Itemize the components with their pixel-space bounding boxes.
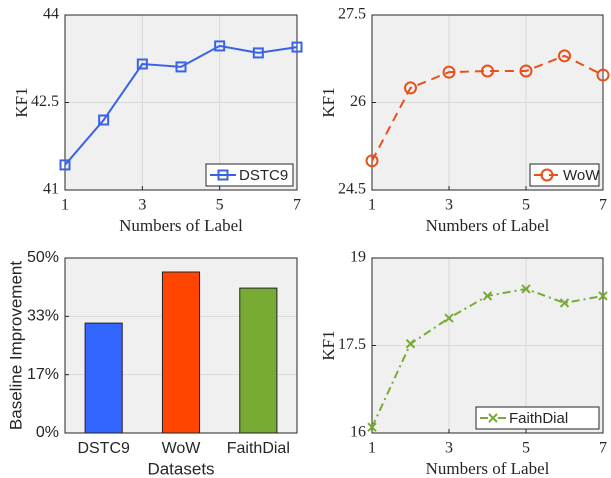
marker bbox=[291, 41, 303, 53]
x-tick-label: 7 bbox=[599, 197, 607, 214]
x-axis-label: Numbers of Label bbox=[426, 216, 550, 235]
x-tick-label: 5 bbox=[216, 197, 224, 214]
marker bbox=[596, 68, 610, 82]
x-tick-label: 5 bbox=[522, 440, 530, 457]
x-tick-label: 1 bbox=[368, 440, 376, 457]
marker bbox=[136, 58, 148, 70]
x-tick-label: 5 bbox=[522, 197, 530, 214]
marker bbox=[521, 284, 531, 294]
plot-frame bbox=[371, 257, 604, 434]
marker bbox=[59, 159, 71, 171]
bar bbox=[161, 271, 201, 434]
plot-frame bbox=[64, 14, 298, 191]
y-tick-label: 16 bbox=[350, 424, 366, 441]
marker bbox=[367, 422, 377, 432]
x-tick-label: 7 bbox=[599, 440, 607, 457]
y-tick-label: 0% bbox=[36, 424, 59, 441]
legend-box bbox=[475, 406, 600, 430]
y-tick-label: 19 bbox=[350, 249, 366, 266]
y-axis-label: KF1 bbox=[12, 87, 31, 117]
y-tick-label: 24.5 bbox=[338, 181, 366, 198]
marker bbox=[98, 114, 110, 126]
legend-label: WoW bbox=[563, 167, 600, 184]
y-axis-label: Baseline Improvement bbox=[6, 261, 25, 430]
x-tick-label: DSTC9 bbox=[77, 440, 130, 457]
x-tick-label: FaithDial bbox=[227, 440, 290, 457]
legend-marker bbox=[217, 169, 229, 181]
marker bbox=[252, 47, 264, 59]
marker bbox=[405, 339, 416, 349]
marker bbox=[519, 64, 533, 78]
y-tick-label: 17.5 bbox=[338, 336, 366, 353]
marker bbox=[404, 81, 417, 95]
x-tick-label: 7 bbox=[293, 197, 301, 214]
marker bbox=[559, 298, 570, 308]
x-tick-label: 1 bbox=[368, 197, 376, 214]
legend-label: FaithDial bbox=[509, 410, 568, 427]
marker bbox=[365, 154, 379, 168]
marker bbox=[598, 291, 608, 301]
y-tick-label: 26 bbox=[350, 93, 366, 110]
plot-frame bbox=[371, 14, 604, 191]
line bbox=[64, 44, 298, 166]
line bbox=[371, 54, 604, 162]
legend-marker bbox=[540, 168, 554, 182]
x-axis-label: Datasets bbox=[147, 459, 214, 478]
legend-marker bbox=[488, 413, 498, 423]
bar bbox=[239, 287, 278, 434]
bar bbox=[84, 322, 123, 434]
marker bbox=[442, 65, 456, 79]
y-tick-label: 41 bbox=[43, 181, 59, 198]
y-tick-label: 50% bbox=[27, 249, 59, 266]
y-tick-label: 17% bbox=[27, 366, 59, 383]
y-tick-label: 27.5 bbox=[338, 6, 366, 23]
y-tick-label: 42.5 bbox=[31, 93, 59, 110]
marker bbox=[482, 291, 493, 301]
x-tick-label: 3 bbox=[445, 440, 453, 457]
x-axis-label: Numbers of Label bbox=[119, 216, 243, 235]
x-tick-label: WoW bbox=[162, 440, 202, 457]
marker bbox=[175, 61, 187, 73]
x-tick-label: 3 bbox=[445, 197, 453, 214]
x-tick-label: 3 bbox=[138, 197, 146, 214]
x-axis-label: Numbers of Label bbox=[426, 459, 550, 478]
x-tick-label: 1 bbox=[61, 197, 69, 214]
marker bbox=[444, 313, 454, 323]
y-axis-label: KF1 bbox=[319, 87, 338, 117]
y-tick-label: 33% bbox=[27, 308, 59, 325]
marker bbox=[214, 40, 226, 52]
y-tick-label: 44 bbox=[43, 6, 59, 23]
y-axis-label: KF1 bbox=[319, 330, 338, 360]
legend-label: DSTC9 bbox=[239, 167, 288, 184]
marker bbox=[558, 49, 571, 63]
marker bbox=[481, 64, 494, 78]
